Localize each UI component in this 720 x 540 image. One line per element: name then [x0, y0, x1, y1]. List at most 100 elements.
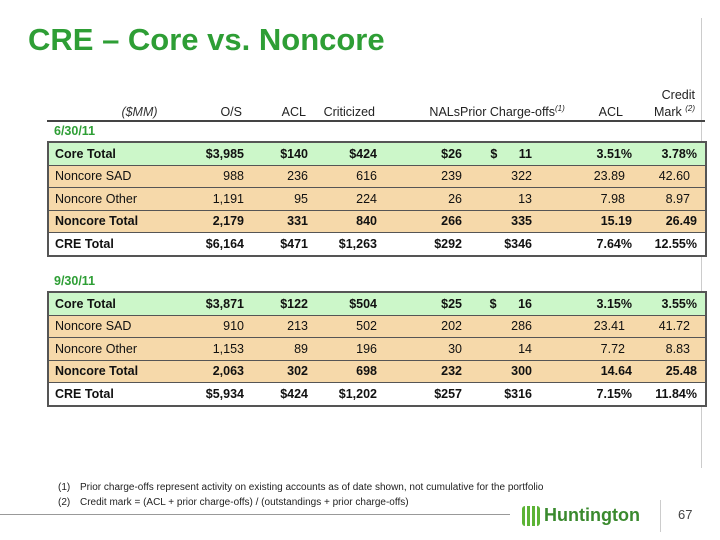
- cell: $122: [280, 296, 308, 311]
- cell: 15.19: [600, 214, 632, 229]
- cell: 23.89: [593, 169, 625, 184]
- row-label: Core Total: [55, 146, 116, 161]
- cell: 322: [511, 169, 532, 184]
- table-row: Noncore SAD 910 213 502 202 286 23.41 41.72: [49, 314, 705, 337]
- cell: $3,871: [205, 296, 244, 311]
- cell: $3,985: [205, 146, 244, 161]
- table-row: CRE Total $5,934 $424 $1,202 $257 $316 7.15% 11…: [49, 382, 705, 405]
- col-nals: NALs: [429, 105, 460, 120]
- cell: $346: [504, 236, 532, 251]
- cell: 302: [287, 364, 308, 379]
- cell: $471: [280, 236, 308, 251]
- cell: $140: [280, 146, 308, 161]
- row-label: Noncore SAD: [55, 169, 132, 184]
- cell: 232: [441, 364, 462, 379]
- table-row: Noncore SAD 988 236 616 239 322 23.89 42.60: [49, 164, 705, 187]
- cell: 300: [511, 364, 532, 379]
- cell: 30: [448, 341, 462, 356]
- huntington-logo: Huntington: [522, 505, 640, 526]
- col-criticized: Criticized: [323, 105, 375, 120]
- footnote-1: (1) Prior charge-offs represent activity …: [58, 482, 544, 493]
- cell: 7.72: [600, 341, 625, 356]
- row-label: Noncore Other: [55, 341, 137, 356]
- cell: 698: [356, 364, 377, 379]
- cell: 42.60: [658, 169, 690, 184]
- table-row: Noncore Total 2,063 302 698 232 300 14.64 25.48: [49, 359, 705, 382]
- date-label: 9/30/11: [54, 274, 96, 288]
- units-label: ($MM): [121, 105, 158, 120]
- cell: 26: [448, 191, 462, 206]
- cell: 213: [287, 319, 308, 334]
- table-header: ($MM) O/S ACL Criticized NALs Prior Char…: [47, 88, 705, 122]
- cell: 3.15%: [596, 296, 632, 311]
- row-label: Noncore SAD: [55, 319, 132, 334]
- cell: $6,164: [205, 236, 244, 251]
- logo-mark-icon: [522, 505, 540, 526]
- cell: 224: [356, 191, 377, 206]
- cell: $257: [434, 386, 462, 401]
- cell: 1,153: [212, 341, 244, 356]
- cell: $5,934: [205, 386, 244, 401]
- table-row: Noncore Total 2,179 331 840 266 335 15.19 26.49: [49, 209, 705, 232]
- cell: 502: [356, 319, 377, 334]
- cell: 12.55%: [654, 236, 697, 251]
- table-row: Noncore Other 1,153 89 196 30 14 7.72 8.83: [49, 337, 705, 360]
- cell: 840: [356, 214, 377, 229]
- row-label: Core Total: [55, 296, 116, 311]
- table-row: Noncore Other 1,191 95 224 26 13 7.98 8.97: [49, 187, 705, 210]
- page-number: 67: [678, 507, 693, 522]
- col-acl-pct: ACL: [598, 105, 623, 120]
- cell: 1,191: [212, 191, 244, 206]
- cell: 266: [441, 214, 462, 229]
- cell: 331: [287, 214, 308, 229]
- table-row: Core Total $3,871 $122 $504 $25 $ 16 3.15% 3.55…: [49, 293, 705, 315]
- date-label: 6/30/11: [54, 124, 96, 138]
- cell: 95: [294, 191, 308, 206]
- cell: 8.83: [665, 341, 690, 356]
- data-table-1: Core Total $3,985 $140 $424 $26 $ 11 3.51% 3.78…: [47, 141, 707, 257]
- cell: $1,202: [338, 386, 377, 401]
- cell: 7.64%: [596, 236, 632, 251]
- divider: [660, 500, 661, 532]
- cell: 89: [294, 341, 308, 356]
- cell: 3.78%: [661, 146, 697, 161]
- cell: 13: [518, 191, 532, 206]
- cell: 196: [356, 341, 377, 356]
- cell: $ 11: [490, 146, 532, 161]
- cell: 7.98: [600, 191, 625, 206]
- cell: 910: [223, 319, 244, 334]
- cell: 2,179: [212, 214, 244, 229]
- cell: 239: [441, 169, 462, 184]
- cell: 8.97: [665, 191, 690, 206]
- row-label: CRE Total: [55, 236, 114, 251]
- cell: 25.48: [665, 364, 697, 379]
- cell: $424: [349, 146, 377, 161]
- table-row: Core Total $3,985 $140 $424 $26 $ 11 3.51% 3.78…: [49, 143, 705, 165]
- cell: 988: [223, 169, 244, 184]
- cell: 3.55%: [661, 296, 697, 311]
- cell: 335: [511, 214, 532, 229]
- page-title: CRE – Core vs. Noncore: [28, 22, 385, 57]
- cell: $504: [349, 296, 377, 311]
- row-label: Noncore Other: [55, 191, 137, 206]
- cell: 236: [287, 169, 308, 184]
- cell: $ 16: [489, 296, 532, 311]
- footer-line: [0, 514, 510, 515]
- cell: 2,063: [212, 364, 244, 379]
- cell: 11.84%: [655, 386, 697, 401]
- cell: $424: [280, 386, 308, 401]
- cell: 616: [356, 169, 377, 184]
- cell: 26.49: [665, 214, 697, 229]
- cell: $292: [434, 236, 462, 251]
- cell: 7.15%: [596, 386, 632, 401]
- row-label: CRE Total: [55, 386, 114, 401]
- cell: 3.51%: [596, 146, 632, 161]
- col-acl: ACL: [281, 105, 306, 120]
- col-credit-mark: Credit Mark (2): [653, 88, 695, 120]
- cell: 23.41: [593, 319, 625, 334]
- cell: 286: [511, 319, 532, 334]
- cell: $1,263: [338, 236, 377, 251]
- table-row: CRE Total $6,164 $471 $1,263 $292 $346 7.64% 12…: [49, 232, 705, 255]
- row-label: Noncore Total: [55, 214, 139, 229]
- cell: 41.72: [658, 319, 690, 334]
